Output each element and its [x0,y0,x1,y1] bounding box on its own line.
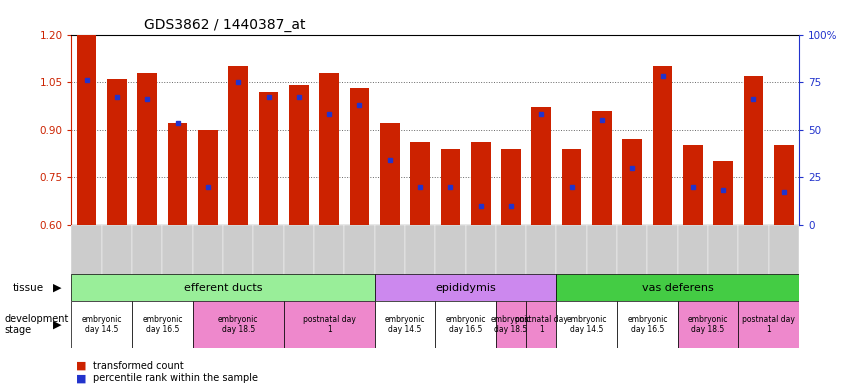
Bar [557,225,587,275]
Bar [441,149,460,225]
Text: embryonic
day 16.5: embryonic day 16.5 [142,315,182,334]
Bar [374,225,405,275]
Bar [466,225,496,275]
Bar [193,225,223,275]
Bar [350,88,369,225]
Bar [526,301,557,348]
Bar [374,274,557,301]
Bar [167,123,188,225]
Bar [496,301,526,348]
Bar [592,111,611,225]
Bar [562,149,581,225]
Bar [102,225,132,275]
Text: postnatal day
1: postnatal day 1 [303,315,356,334]
Bar [713,161,733,225]
Bar [617,225,648,275]
Bar [708,225,738,275]
Text: development
stage: development stage [4,314,69,335]
Bar [259,92,278,225]
Bar [193,301,283,348]
Bar [743,76,764,225]
Text: tissue: tissue [13,283,44,293]
Bar [71,274,374,301]
Bar [132,301,193,348]
Text: postnatal day
1: postnatal day 1 [515,315,568,334]
Bar [223,225,253,275]
Bar [71,225,102,275]
Bar [532,108,551,225]
Bar [496,225,526,275]
Bar [380,123,399,225]
Bar [557,274,799,301]
Bar [738,225,769,275]
Text: epididymis: epididymis [435,283,496,293]
Bar [587,225,617,275]
Bar [283,225,314,275]
Bar [77,35,97,225]
Text: GDS3862 / 1440387_at: GDS3862 / 1440387_at [144,18,306,31]
Text: embryonic
day 18.5: embryonic day 18.5 [218,315,258,334]
Bar [557,301,617,348]
Text: embryonic
day 16.5: embryonic day 16.5 [627,315,668,334]
Bar [229,66,248,225]
Text: percentile rank within the sample: percentile rank within the sample [93,373,257,383]
Bar [320,73,339,225]
Bar [653,66,673,225]
Text: postnatal day
1: postnatal day 1 [743,315,795,334]
Bar [137,73,157,225]
Text: efferent ducts: efferent ducts [184,283,262,293]
Text: ■: ■ [76,373,86,383]
Bar [738,301,799,348]
Bar [344,225,374,275]
Text: transformed count: transformed count [93,361,183,371]
Bar [314,225,344,275]
Text: embryonic
day 14.5: embryonic day 14.5 [384,315,426,334]
Text: embryonic
day 14.5: embryonic day 14.5 [82,315,122,334]
Bar [678,225,708,275]
Bar [774,146,794,225]
Bar [289,85,309,225]
Bar [678,301,738,348]
Bar [198,130,218,225]
Bar [683,146,703,225]
Text: embryonic
day 16.5: embryonic day 16.5 [445,315,486,334]
Bar [501,149,521,225]
Text: embryonic
day 18.5: embryonic day 18.5 [688,315,728,334]
Bar [769,225,799,275]
Text: embryonic
day 18.5: embryonic day 18.5 [491,315,532,334]
Text: ▶: ▶ [53,319,61,329]
Bar [617,301,678,348]
Bar [107,79,127,225]
Bar [71,301,132,348]
Bar [374,301,435,348]
Bar [132,225,162,275]
Bar [253,225,283,275]
Bar [648,225,678,275]
Bar [436,225,466,275]
Bar [405,225,435,275]
Bar [436,301,496,348]
Bar [162,225,193,275]
Bar [410,142,430,225]
Text: embryonic
day 14.5: embryonic day 14.5 [567,315,607,334]
Bar [622,139,642,225]
Bar [526,225,557,275]
Bar [283,301,374,348]
Text: ■: ■ [76,361,86,371]
Bar [471,142,490,225]
Text: ▶: ▶ [53,283,61,293]
Text: vas deferens: vas deferens [642,283,713,293]
